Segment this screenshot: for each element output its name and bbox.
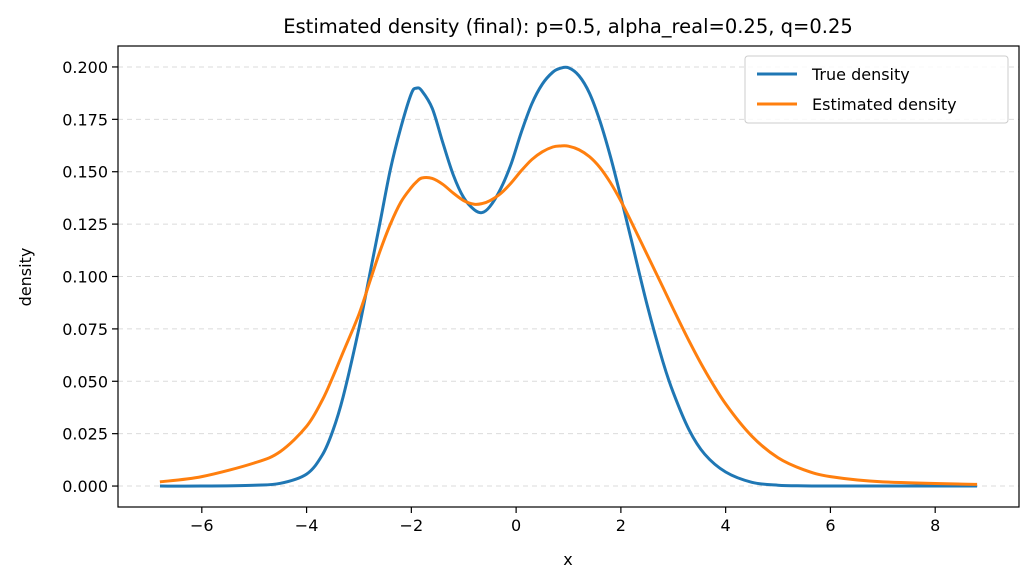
y-axis-label: density	[16, 248, 35, 307]
series-line-estimated-density	[159, 144, 978, 486]
x-tick-label-7: 8	[930, 516, 940, 535]
series-lines	[159, 65, 978, 488]
series-line-true-density	[159, 65, 978, 488]
y-tick-label-6: 0.150	[62, 163, 108, 182]
x-tick-label-2: −2	[400, 516, 424, 535]
y-tick-label-7: 0.175	[62, 110, 108, 129]
y-tick-label-0: 0.000	[62, 477, 108, 496]
x-tick-label-4: 2	[616, 516, 626, 535]
legend-label-true-density: True density	[811, 65, 910, 84]
x-axis: −6 −4 −2 0 2 4 6 8	[190, 507, 940, 535]
y-tick-label-8: 0.200	[62, 58, 108, 77]
y-axis: 0.000 0.025 0.050 0.075 0.100 0.125 0.150 0.175…	[62, 58, 118, 496]
x-tick-label-3: 0	[511, 516, 521, 535]
x-axis-label: x	[563, 550, 572, 569]
legend-box	[744, 55, 1009, 124]
y-tick-label-3: 0.075	[62, 320, 108, 339]
y-tick-label-5: 0.125	[62, 215, 108, 234]
x-tick-label-1: −4	[295, 516, 319, 535]
y-tick-label-1: 0.025	[62, 425, 108, 444]
chart-title: Estimated density (final): p=0.5, alpha_…	[283, 15, 853, 38]
y-tick-label-4: 0.100	[62, 268, 108, 287]
legend-label-estimated-density: Estimated density	[812, 95, 957, 114]
x-tick-label-5: 4	[721, 516, 731, 535]
y-tick-label-2: 0.050	[62, 372, 108, 391]
x-tick-label-0: −6	[190, 516, 214, 535]
legend: True density Estimated density	[744, 55, 1009, 124]
x-tick-label-6: 6	[825, 516, 835, 535]
